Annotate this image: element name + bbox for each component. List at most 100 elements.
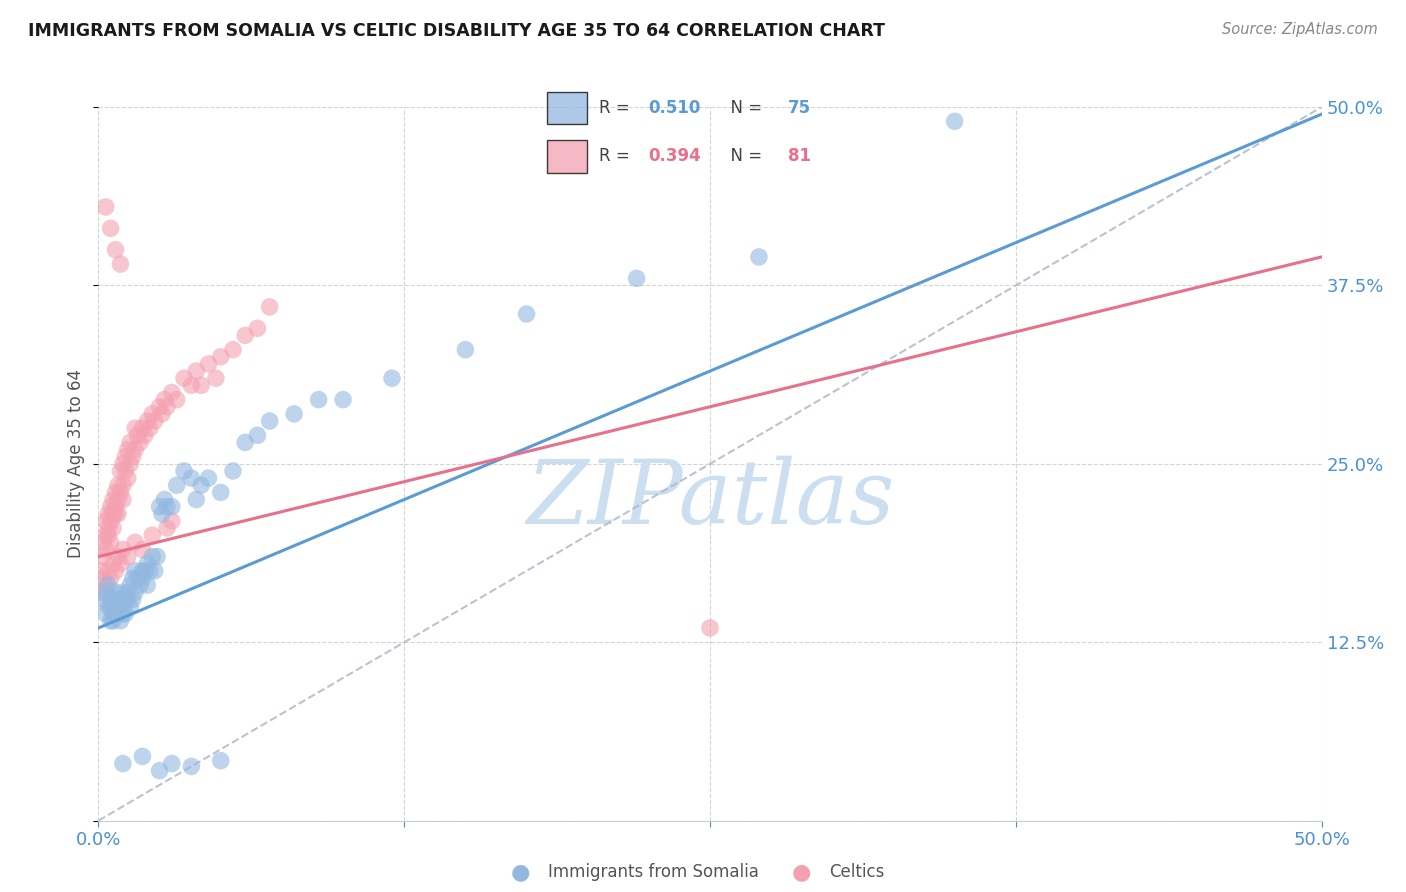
Point — [160, 756, 183, 771]
Point — [197, 357, 219, 371]
Point — [121, 450, 143, 464]
Point — [111, 585, 134, 599]
Point — [136, 578, 159, 592]
Text: Immigrants from Somalia: Immigrants from Somalia — [548, 863, 759, 881]
Point — [141, 549, 163, 564]
Point — [114, 607, 136, 621]
Point — [107, 607, 129, 621]
Point — [156, 521, 179, 535]
Point — [114, 450, 136, 464]
Point — [100, 514, 122, 528]
Point — [91, 571, 114, 585]
Point — [117, 471, 139, 485]
Point — [124, 585, 146, 599]
FancyBboxPatch shape — [547, 140, 586, 173]
Point — [101, 521, 124, 535]
Point — [114, 464, 136, 478]
Point — [104, 507, 127, 521]
Point — [104, 500, 127, 514]
Point — [111, 478, 134, 492]
Point — [222, 464, 245, 478]
Point — [143, 564, 166, 578]
Point — [150, 507, 173, 521]
Point — [136, 557, 159, 571]
Point — [131, 542, 153, 557]
Point — [111, 756, 134, 771]
Text: 0.394: 0.394 — [648, 147, 702, 165]
Point — [136, 414, 159, 428]
Point — [101, 557, 124, 571]
Point — [186, 492, 208, 507]
Point — [160, 514, 183, 528]
Point — [259, 414, 281, 428]
Point — [124, 535, 146, 549]
Point — [104, 607, 127, 621]
Point — [190, 378, 212, 392]
Point — [120, 457, 142, 471]
Point — [146, 549, 169, 564]
Point — [110, 592, 132, 607]
Point — [107, 492, 129, 507]
Point — [104, 485, 127, 500]
Point — [114, 592, 136, 607]
Point — [149, 500, 172, 514]
Point — [209, 485, 232, 500]
Point — [111, 607, 134, 621]
Text: R =: R = — [599, 147, 636, 165]
Point — [131, 421, 153, 435]
Point — [94, 200, 117, 214]
Point — [141, 407, 163, 421]
Point — [97, 521, 120, 535]
Text: ZIPatlas: ZIPatlas — [526, 456, 894, 543]
Point — [153, 392, 176, 407]
Point — [94, 578, 117, 592]
Point — [131, 564, 153, 578]
Point — [100, 592, 122, 607]
Text: 0.510: 0.510 — [648, 99, 702, 117]
Point — [205, 371, 228, 385]
Point — [101, 492, 124, 507]
Point — [107, 507, 129, 521]
Point — [943, 114, 966, 128]
Point — [107, 549, 129, 564]
Point — [153, 492, 176, 507]
Point — [283, 407, 305, 421]
Point — [101, 592, 124, 607]
Point — [381, 371, 404, 385]
Point — [180, 471, 202, 485]
Point — [110, 557, 132, 571]
Point — [120, 599, 142, 614]
Text: IMMIGRANTS FROM SOMALIA VS CELTIC DISABILITY AGE 35 TO 64 CORRELATION CHART: IMMIGRANTS FROM SOMALIA VS CELTIC DISABI… — [28, 22, 886, 40]
Point — [100, 571, 122, 585]
Point — [107, 478, 129, 492]
Point — [91, 592, 114, 607]
Point — [124, 442, 146, 457]
Point — [131, 571, 153, 585]
Y-axis label: Disability Age 35 to 64: Disability Age 35 to 64 — [67, 369, 86, 558]
Point — [97, 599, 120, 614]
Point — [101, 614, 124, 628]
Point — [699, 621, 721, 635]
Point — [139, 421, 162, 435]
Point — [100, 535, 122, 549]
Point — [100, 221, 122, 235]
Point — [233, 435, 256, 450]
Point — [626, 271, 648, 285]
Point — [120, 435, 142, 450]
Text: 75: 75 — [787, 99, 811, 117]
Point — [91, 535, 114, 549]
Point — [104, 564, 127, 578]
Point — [100, 599, 122, 614]
Point — [101, 607, 124, 621]
Point — [129, 435, 152, 450]
Point — [222, 343, 245, 357]
Point — [97, 564, 120, 578]
Point — [197, 471, 219, 485]
Point — [209, 350, 232, 364]
Point — [110, 464, 132, 478]
Point — [94, 528, 117, 542]
Point — [104, 243, 127, 257]
Point — [110, 599, 132, 614]
Point — [134, 564, 156, 578]
Point — [160, 500, 183, 514]
